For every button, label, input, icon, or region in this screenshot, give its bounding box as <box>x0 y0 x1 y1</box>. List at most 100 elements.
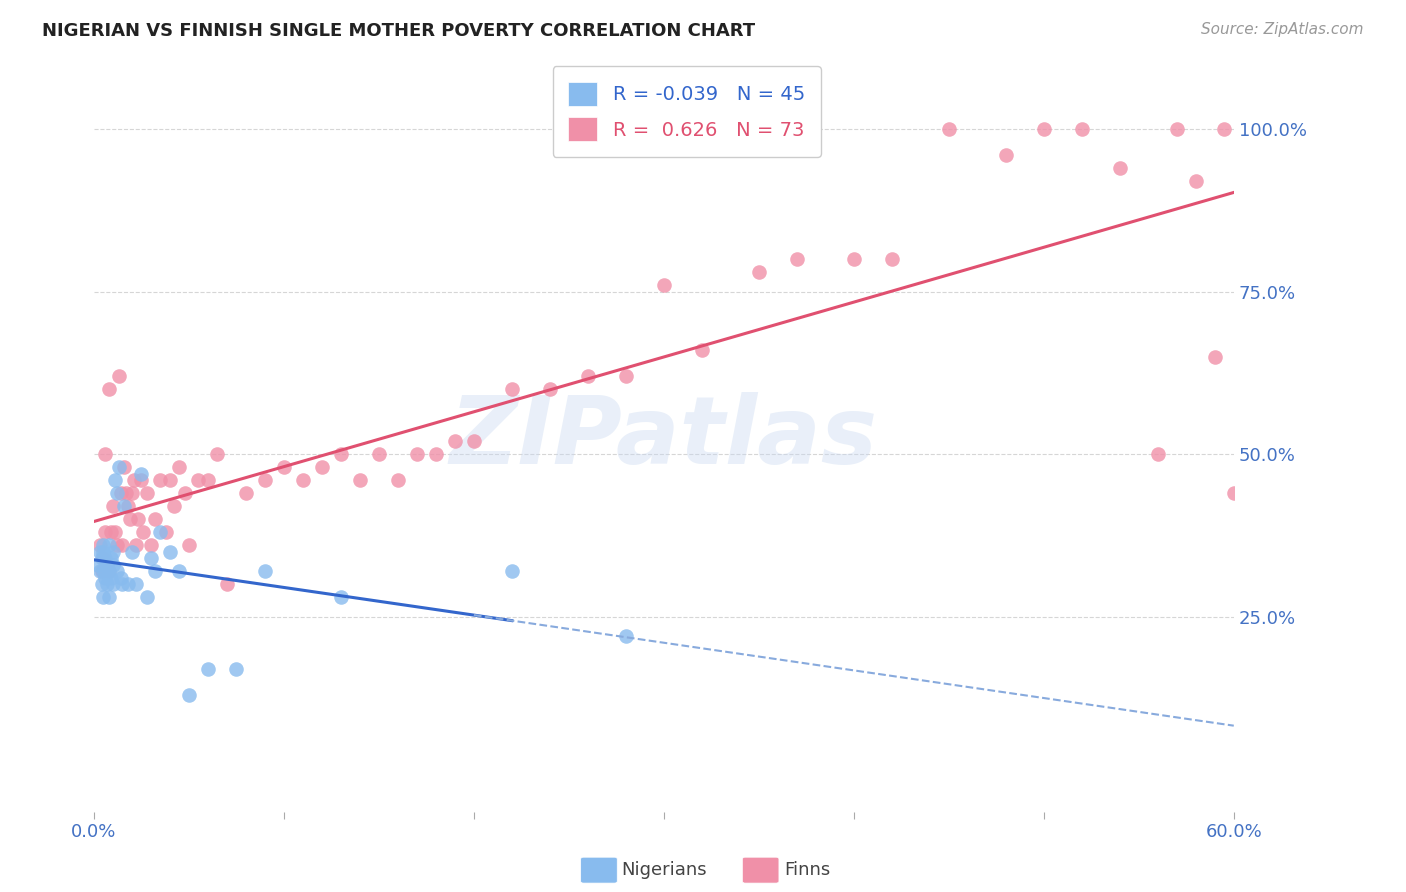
Point <box>1032 122 1054 136</box>
Point <box>425 447 447 461</box>
Point <box>111 577 134 591</box>
Point <box>100 524 122 539</box>
Point <box>101 499 124 513</box>
Point <box>93 544 115 558</box>
Point <box>215 577 238 591</box>
Point <box>652 278 675 293</box>
Point <box>690 343 713 357</box>
Point <box>105 486 128 500</box>
Point <box>139 551 162 566</box>
Point <box>105 564 128 578</box>
Point <box>1213 122 1236 136</box>
Point <box>93 564 115 578</box>
Point <box>101 558 124 572</box>
Point <box>1108 161 1130 175</box>
Point <box>90 564 112 578</box>
Point <box>576 369 599 384</box>
Point <box>329 590 352 604</box>
Point <box>842 252 865 266</box>
Point <box>131 473 153 487</box>
Point <box>94 570 117 584</box>
Point <box>177 538 200 552</box>
Point <box>125 577 148 591</box>
Point <box>93 590 115 604</box>
Point <box>89 564 111 578</box>
Point <box>96 558 118 572</box>
Point <box>235 486 257 500</box>
Point <box>169 460 191 475</box>
Point <box>253 564 276 578</box>
Point <box>463 434 485 448</box>
Point <box>501 564 523 578</box>
Point <box>501 382 523 396</box>
Point <box>89 544 111 558</box>
Point <box>406 447 429 461</box>
Point <box>1146 447 1168 461</box>
Point <box>197 473 219 487</box>
Point <box>96 558 118 572</box>
Point <box>197 661 219 675</box>
Point <box>1070 122 1092 136</box>
Point <box>107 369 129 384</box>
Point <box>938 122 960 136</box>
Point <box>117 577 139 591</box>
Point <box>117 499 139 513</box>
Point <box>104 524 127 539</box>
Point <box>90 577 112 591</box>
Point <box>131 467 153 481</box>
Point <box>136 486 159 500</box>
Point <box>177 688 200 702</box>
Point <box>125 538 148 552</box>
Point <box>748 265 770 279</box>
Point <box>122 473 145 487</box>
Point <box>1223 486 1246 500</box>
Text: Nigerians: Nigerians <box>621 861 707 879</box>
Text: Finns: Finns <box>785 861 831 879</box>
Point <box>329 447 352 461</box>
Legend: R = -0.039   N = 45, R =  0.626   N = 73: R = -0.039 N = 45, R = 0.626 N = 73 <box>553 66 821 156</box>
Point <box>98 590 121 604</box>
Point <box>101 544 124 558</box>
Point <box>159 473 181 487</box>
Point <box>149 524 172 539</box>
Point <box>1166 122 1188 136</box>
Point <box>538 382 561 396</box>
Point <box>112 460 135 475</box>
Point <box>187 473 209 487</box>
Point <box>110 486 132 500</box>
Point <box>98 564 121 578</box>
Point <box>105 538 128 552</box>
Point <box>994 148 1017 162</box>
Point <box>98 538 121 552</box>
Point <box>253 473 276 487</box>
Point <box>614 629 637 643</box>
Point <box>89 538 111 552</box>
Point <box>110 570 132 584</box>
Point <box>1184 174 1206 188</box>
Point <box>121 544 143 558</box>
Point <box>614 369 637 384</box>
Point <box>273 460 295 475</box>
Point <box>93 538 115 552</box>
Point <box>118 512 141 526</box>
Point <box>207 447 229 461</box>
Point <box>225 661 247 675</box>
Point <box>100 551 122 566</box>
Point <box>87 558 110 572</box>
Point <box>880 252 903 266</box>
Point <box>101 577 124 591</box>
Point <box>174 486 197 500</box>
Point <box>93 551 115 566</box>
Point <box>143 512 166 526</box>
Point <box>163 499 186 513</box>
Point <box>96 577 118 591</box>
Point <box>159 544 181 558</box>
Point <box>98 382 121 396</box>
Point <box>100 570 122 584</box>
Point <box>311 460 333 475</box>
Point <box>121 486 143 500</box>
Point <box>111 538 134 552</box>
Point <box>94 447 117 461</box>
Point <box>349 473 371 487</box>
Point <box>786 252 808 266</box>
